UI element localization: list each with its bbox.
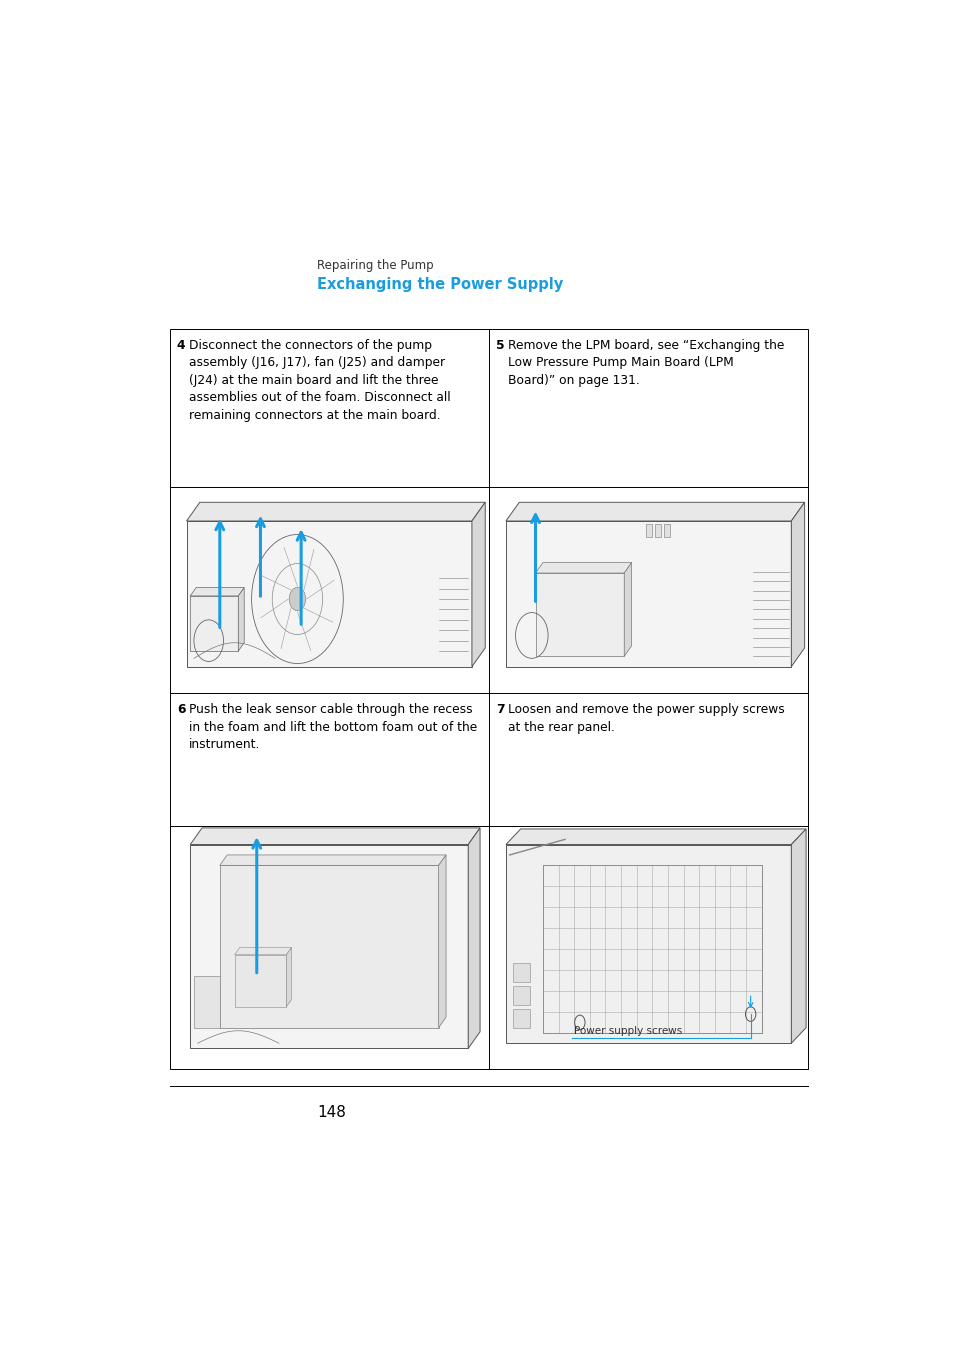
Polygon shape [286,947,292,1006]
Polygon shape [472,503,485,666]
Bar [488,328,807,486]
Bar [170,825,488,1069]
Bar [219,866,438,1028]
Bar [234,955,286,1006]
Text: 6: 6 [176,703,185,716]
Bar [513,1009,529,1028]
Bar [488,693,807,825]
Bar [505,844,790,1043]
Polygon shape [790,503,803,666]
Polygon shape [505,503,803,521]
Polygon shape [219,855,446,866]
Polygon shape [790,830,805,1043]
Bar [190,596,238,651]
Polygon shape [438,855,446,1028]
Bar [513,963,529,982]
Bar [542,866,760,1032]
Bar [646,524,652,536]
Bar [488,486,807,693]
Polygon shape [505,830,805,844]
Polygon shape [238,588,244,651]
Polygon shape [535,562,631,573]
Bar [193,975,219,1028]
Polygon shape [190,588,244,596]
Text: 4: 4 [176,339,185,353]
Text: Push the leak sensor cable through the recess
in the foam and lift the bottom fo: Push the leak sensor cable through the r… [189,703,476,751]
Text: 7: 7 [496,703,504,716]
Bar [505,521,790,666]
Text: Disconnect the connectors of the pump
assembly (J16, J17), fan (J25) and damper
: Disconnect the connectors of the pump as… [189,339,450,422]
Circle shape [289,588,305,611]
Polygon shape [234,947,292,955]
Bar [170,328,488,486]
Text: Power supply screws: Power supply screws [574,1025,681,1036]
Bar [513,986,529,1005]
Bar [170,693,488,825]
Text: 5: 5 [496,339,504,353]
Polygon shape [190,828,479,844]
Bar [190,844,468,1048]
Text: Repairing the Pump: Repairing the Pump [317,259,434,273]
Text: Remove the LPM board, see “Exchanging the
Low Pressure Pump Main Board (LPM
Boar: Remove the LPM board, see “Exchanging th… [508,339,783,386]
Bar [663,524,669,536]
Bar [655,524,660,536]
Bar [488,825,807,1069]
Text: Exchanging the Power Supply: Exchanging the Power Supply [317,277,563,292]
Bar [535,573,623,657]
Polygon shape [468,828,479,1048]
Polygon shape [623,562,631,657]
Polygon shape [187,503,485,521]
Bar [170,486,488,693]
Bar [187,521,472,666]
Text: Loosen and remove the power supply screws
at the rear panel.: Loosen and remove the power supply screw… [508,703,784,734]
Text: 148: 148 [317,1105,346,1120]
